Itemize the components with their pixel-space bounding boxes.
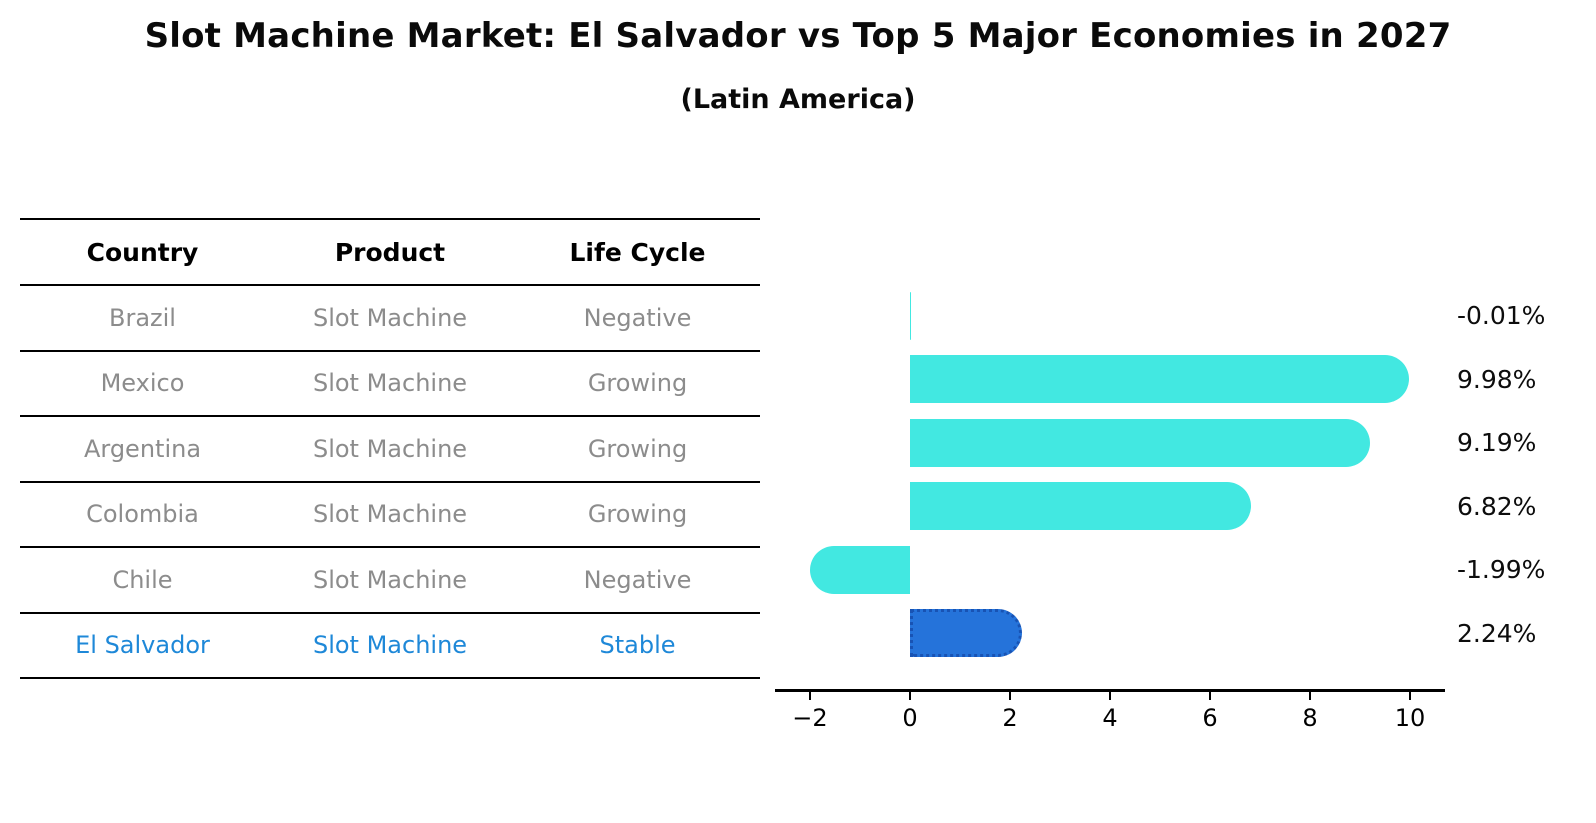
- cell-life-cycle: Negative: [583, 303, 692, 332]
- bar-brazil: [909, 291, 911, 340]
- x-tick-mark: [1309, 692, 1311, 700]
- cell-country: Brazil: [109, 303, 176, 332]
- x-tick-label: 8: [1302, 704, 1318, 732]
- value-label-mexico: 9.98%: [1457, 364, 1537, 394]
- cell-country: Colombia: [86, 500, 199, 529]
- x-tick-mark: [909, 692, 911, 700]
- x-tick-mark: [1209, 692, 1211, 700]
- table-header-row: Country Product Life Cycle: [20, 218, 760, 286]
- x-tick-label: 2: [1002, 704, 1018, 732]
- table-row-chile: Chile Slot Machine Negative: [20, 548, 760, 614]
- value-label-chile: -1.99%: [1457, 555, 1546, 585]
- bar-colombia: [910, 482, 1251, 531]
- bar-el-salvador: [910, 609, 1022, 658]
- cell-country: Argentina: [83, 434, 202, 463]
- cell-life-cycle: Growing: [587, 369, 688, 398]
- country-table: Country Product Life Cycle Brazil Slot Ma…: [20, 218, 760, 679]
- cell-product: Slot Machine: [312, 303, 468, 332]
- content-row: Country Product Life Cycle Brazil Slot Ma…: [20, 218, 1590, 736]
- x-tick-mark: [1409, 692, 1411, 700]
- value-label-argentina: 9.19%: [1457, 428, 1537, 458]
- cell-product: Slot Machine: [312, 500, 468, 529]
- cell-life-cycle: Stable: [599, 631, 676, 660]
- chart-subtitle: (Latin America): [680, 84, 916, 115]
- plot-area: [775, 284, 1445, 677]
- table-body: Brazil Slot Machine Negative Mexico Slot Mac…: [20, 286, 760, 679]
- x-tick-mark: [808, 692, 811, 700]
- x-tick-label: −2: [792, 704, 828, 732]
- x-tick-mark: [1109, 692, 1111, 700]
- cell-product: Slot Machine: [312, 369, 468, 398]
- cell-country: El Salvador: [75, 631, 210, 660]
- x-tick-label: 6: [1202, 704, 1218, 732]
- x-tick-label: 10: [1394, 704, 1426, 732]
- bar-mexico: [910, 355, 1409, 404]
- chart-title: Slot Machine Market: El Salvador vs Top …: [144, 16, 1452, 56]
- cell-country: Mexico: [100, 369, 185, 398]
- bar-chart: −2 0 2 4 6 8 10: [775, 284, 1445, 736]
- x-axis: −2 0 2 4 6 8 10: [775, 689, 1445, 736]
- table-row-brazil: Brazil Slot Machine Negative: [20, 286, 760, 352]
- bar-argentina: [910, 418, 1370, 467]
- cell-life-cycle: Growing: [587, 500, 688, 529]
- cell-life-cycle: Growing: [587, 434, 688, 463]
- column-header-country: Country: [86, 237, 199, 267]
- value-label-colombia: 6.82%: [1457, 491, 1537, 521]
- table-row-argentina: Argentina Slot Machine Growing: [20, 417, 760, 483]
- cell-life-cycle: Negative: [583, 565, 692, 594]
- table-row-mexico: Mexico Slot Machine Growing: [20, 352, 760, 417]
- column-header-product: Product: [334, 237, 446, 267]
- x-tick-mark: [1009, 692, 1011, 700]
- cell-product: Slot Machine: [312, 434, 468, 463]
- cell-product: Slot Machine: [312, 565, 468, 594]
- x-tick-label: 4: [1102, 704, 1118, 732]
- value-label-el-salvador: 2.24%: [1457, 618, 1537, 648]
- x-tick-label: 0: [902, 704, 918, 732]
- cell-product: Slot Machine: [312, 631, 468, 660]
- cell-country: Chile: [112, 565, 173, 594]
- table-row-el-salvador: El Salvador Slot Machine Stable: [20, 614, 760, 679]
- column-header-lifecycle: Life Cycle: [569, 237, 706, 267]
- value-label-brazil: -0.01%: [1457, 301, 1546, 331]
- value-label-column: -0.01% 9.98% 9.19% 6.82% -1.99% 2.24%: [1445, 284, 1590, 677]
- table-row-colombia: Colombia Slot Machine Growing: [20, 483, 760, 548]
- bar-chile: [810, 545, 910, 594]
